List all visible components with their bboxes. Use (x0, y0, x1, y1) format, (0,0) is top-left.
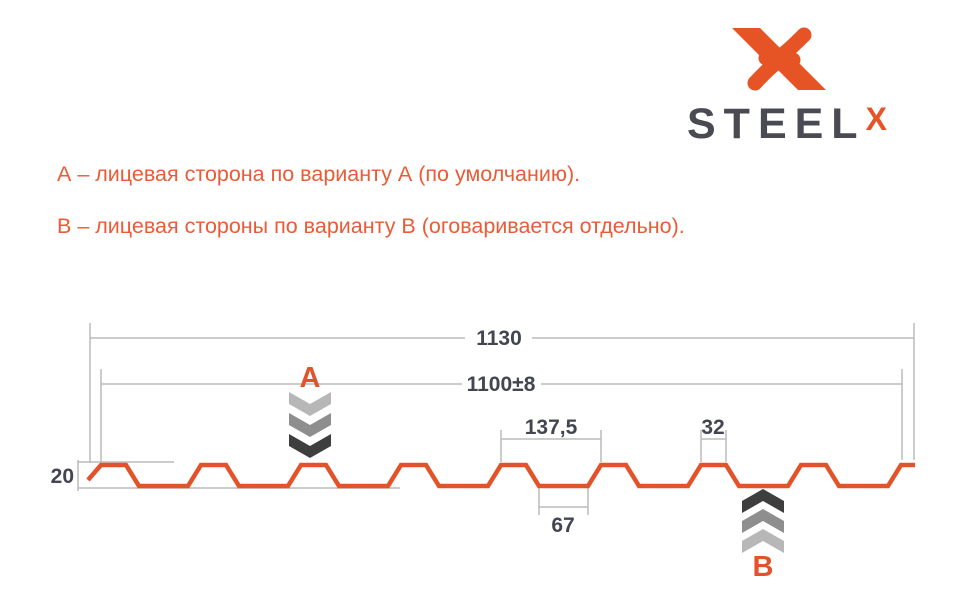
marker-variant-b: B (742, 489, 784, 583)
dim-rib-pitch-value: 137,5 (525, 416, 578, 439)
dim-rib-top: 32 (700, 416, 727, 462)
steelx-x-icon (732, 27, 826, 91)
dim-rib-top-value: 32 (701, 416, 724, 439)
brand-name: STEEL (687, 100, 866, 148)
chevron-up-icon (742, 529, 784, 553)
dim-profile-height-value: 20 (51, 465, 74, 488)
sheet-profile-line (86, 462, 915, 489)
dim-rib-pitch-lines (500, 430, 602, 462)
x-mark-bottom-left-hook (747, 51, 801, 91)
dim-rib-pitch: 137,5 (500, 416, 602, 462)
chevron-down-icon (289, 413, 331, 437)
note-variant-b: B – лицевая стороны по варианту B (огова… (57, 214, 685, 238)
dim-overall-width: 1130 (89, 323, 915, 463)
note-variant-a: А – лицевая сторона по варианту А (по ум… (57, 162, 581, 186)
x-mark-top-left-bar (732, 28, 788, 56)
chevron-up-icon (742, 489, 784, 513)
dim-rib-bottom-lines (538, 483, 589, 515)
dim-overall-width-lines (89, 323, 915, 463)
dim-overall-width-value: 1130 (476, 327, 522, 350)
x-mark-bottom-right-bar (770, 62, 826, 90)
brand-superscript: X (865, 101, 887, 137)
marker-variant-a: A (289, 362, 331, 458)
dim-working-width: 1100±8 (100, 369, 903, 463)
chevron-down-icon (289, 392, 331, 416)
dim-rib-top-lines (700, 430, 727, 462)
dim-rib-bottom: 67 (538, 483, 589, 537)
chevron-up-icon (742, 509, 784, 533)
dim-working-width-value: 1100±8 (467, 373, 536, 396)
brand-wordmark: STEEL X (687, 103, 887, 146)
dim-working-width-lines (100, 369, 903, 463)
marker-a-letter: A (300, 362, 321, 394)
dim-rib-bottom-value: 67 (551, 514, 574, 537)
profile-cross-section-drawing: 1130 1100±8 137,5 32 67 20 (51, 323, 915, 583)
marker-b-letter: B (753, 551, 774, 583)
chevron-down-icon (289, 434, 331, 458)
